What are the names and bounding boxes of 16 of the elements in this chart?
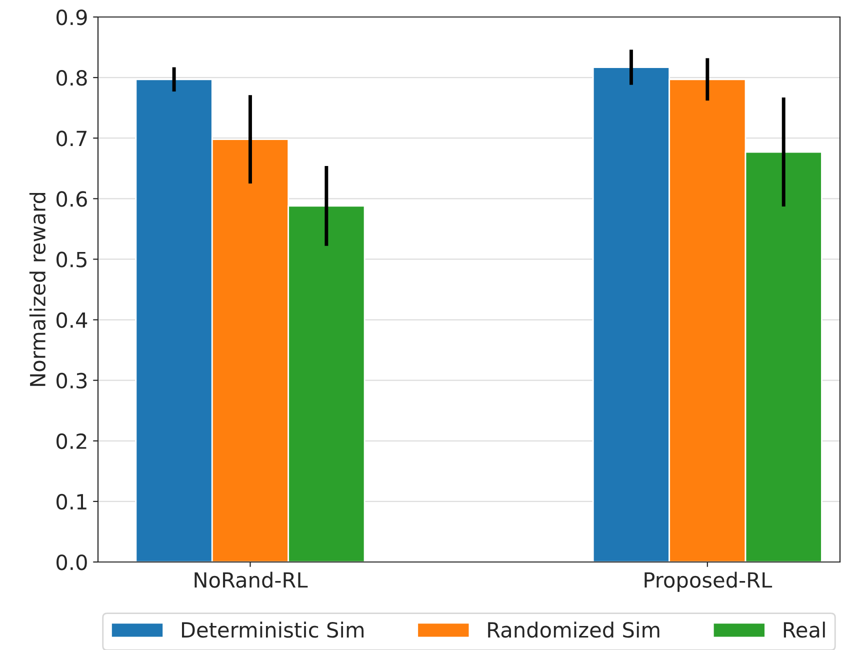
- y-tick-label: 0.4: [56, 312, 88, 328]
- legend-label: Real: [784, 622, 825, 638]
- y-tick-label: 0.8: [56, 70, 87, 86]
- y-tick-label: 0.9: [56, 9, 87, 26]
- y-axis-title: Normalized reward: [29, 192, 46, 386]
- y-tick-label: 0.7: [56, 130, 86, 146]
- y-tick-label: 0.1: [56, 494, 86, 510]
- x-tick-label: Proposed-RL: [644, 572, 772, 592]
- y-tick-label: 0.3: [56, 372, 87, 389]
- x-tick-label: NoRand-RL: [194, 572, 308, 588]
- y-tick-label: 0.0: [56, 554, 87, 570]
- legend-label: Randomized Sim: [488, 622, 660, 638]
- y-tick-label: 0.6: [56, 191, 87, 207]
- y-tick-label: 0.2: [56, 433, 86, 450]
- legend-label: Deterministic Sim: [182, 622, 364, 638]
- y-tick-label: 0.5: [56, 252, 86, 268]
